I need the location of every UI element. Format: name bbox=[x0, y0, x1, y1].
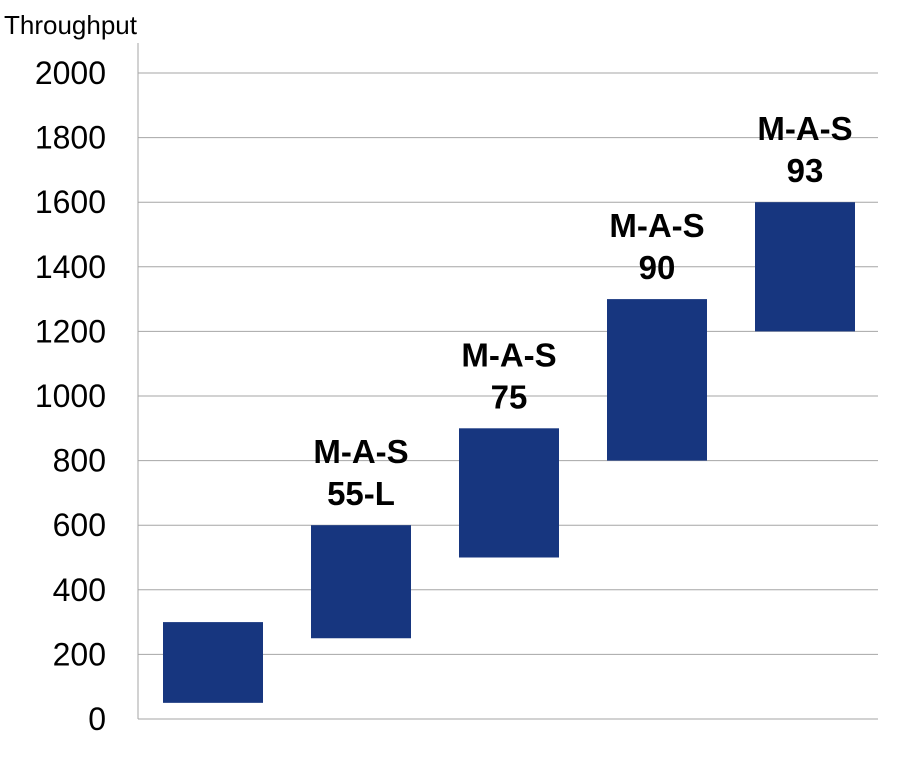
bar bbox=[311, 525, 411, 639]
y-tick-label: 1200 bbox=[35, 313, 106, 349]
y-tick-label: 600 bbox=[53, 507, 106, 543]
bar-labels: M-A-S 55-L M-A-S 75 M-A-S 90 M-A-S 93 bbox=[313, 110, 852, 512]
y-tick-label: 1800 bbox=[35, 120, 106, 156]
gridlines bbox=[137, 43, 878, 720]
bar bbox=[459, 428, 559, 558]
y-tick-label: 800 bbox=[53, 443, 106, 479]
bar-label-value: 93 bbox=[787, 152, 824, 189]
bar bbox=[163, 622, 263, 703]
bar bbox=[755, 202, 855, 332]
bar-label-value: 55-L bbox=[327, 475, 395, 512]
y-tick-label: 200 bbox=[53, 636, 106, 672]
y-tick-label: 1400 bbox=[35, 249, 106, 285]
y-tick-label: 400 bbox=[53, 572, 106, 608]
y-tick-label: 1000 bbox=[35, 378, 106, 414]
bar-label-value: 75 bbox=[491, 378, 528, 415]
bar bbox=[607, 299, 707, 461]
bars bbox=[163, 202, 855, 703]
bar-label-name: M-A-S bbox=[757, 110, 852, 147]
bar-label-name: M-A-S bbox=[313, 433, 408, 470]
y-axis-title: Throughput bbox=[4, 10, 138, 40]
y-tick-label: 1600 bbox=[35, 184, 106, 220]
bar-label-name: M-A-S bbox=[609, 207, 704, 244]
y-axis-ticks: 0 200 400 600 800 1000 1200 1400 1600 1800 2000 bbox=[35, 55, 106, 737]
y-tick-label: 0 bbox=[88, 701, 106, 737]
bar-label-name: M-A-S bbox=[461, 336, 556, 373]
y-tick-label: 2000 bbox=[35, 55, 106, 91]
bar-label-value: 90 bbox=[639, 249, 676, 286]
